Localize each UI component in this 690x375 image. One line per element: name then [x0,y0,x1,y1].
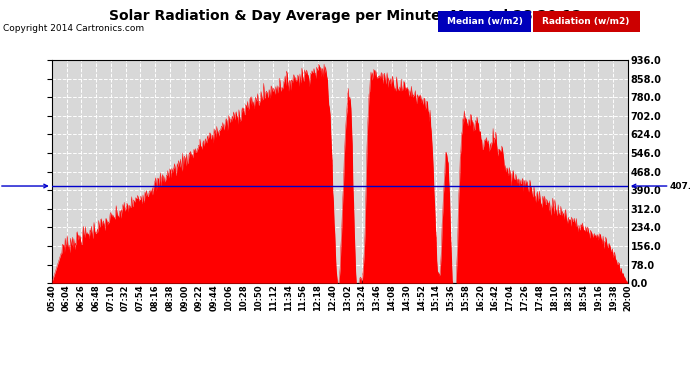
Text: 407.37: 407.37 [632,182,690,190]
Text: Radiation (w/m2): Radiation (w/m2) [542,17,630,26]
Text: +407.37: +407.37 [0,182,48,190]
Text: Median (w/m2): Median (w/m2) [447,17,522,26]
Text: Solar Radiation & Day Average per Minute  Mon Jul 28 20:12: Solar Radiation & Day Average per Minute… [108,9,582,23]
Text: Copyright 2014 Cartronics.com: Copyright 2014 Cartronics.com [3,24,145,33]
